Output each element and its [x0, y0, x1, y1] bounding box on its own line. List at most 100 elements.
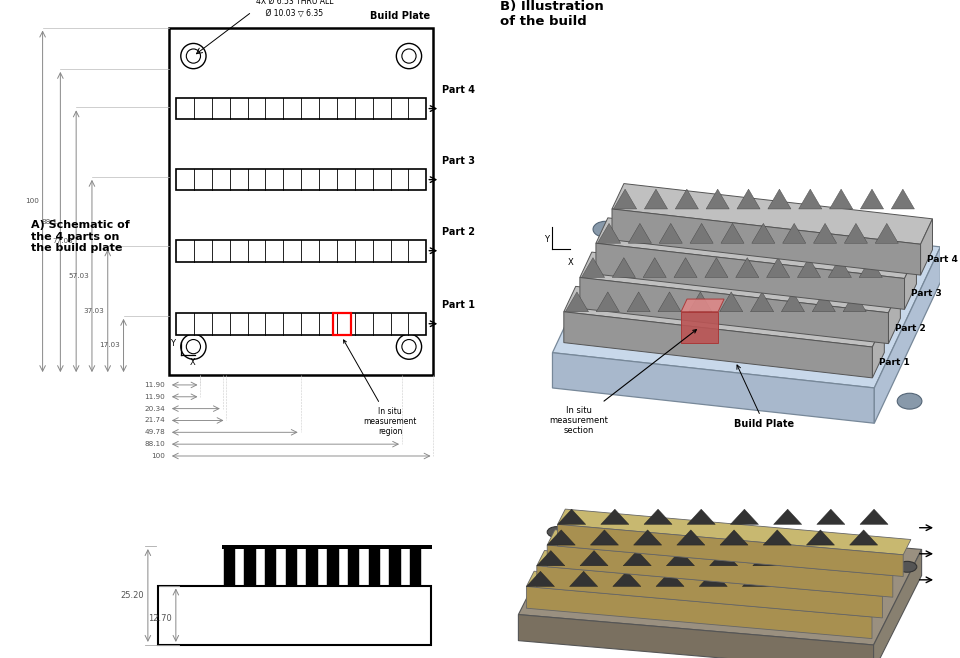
Polygon shape: [709, 551, 737, 566]
Polygon shape: [666, 551, 694, 566]
Polygon shape: [552, 353, 875, 423]
Polygon shape: [674, 258, 697, 278]
Polygon shape: [829, 189, 852, 209]
Polygon shape: [699, 571, 728, 586]
Polygon shape: [859, 258, 882, 278]
Text: In situ
measurement
section: In situ measurement section: [549, 330, 696, 436]
Text: Y: Y: [543, 236, 549, 245]
Polygon shape: [687, 509, 715, 524]
Polygon shape: [799, 189, 822, 209]
Polygon shape: [547, 545, 893, 597]
Polygon shape: [817, 509, 845, 524]
Polygon shape: [721, 223, 744, 243]
Polygon shape: [590, 530, 618, 545]
Polygon shape: [845, 223, 868, 243]
Polygon shape: [552, 212, 941, 388]
Ellipse shape: [898, 561, 917, 572]
Polygon shape: [874, 549, 922, 658]
Polygon shape: [643, 258, 666, 278]
Bar: [169, 28, 434, 375]
Text: Ø 10.03 ▽ 6.35: Ø 10.03 ▽ 6.35: [255, 9, 323, 18]
Polygon shape: [580, 551, 608, 566]
Polygon shape: [828, 258, 852, 278]
Polygon shape: [767, 258, 790, 278]
Polygon shape: [596, 218, 917, 278]
Text: 100: 100: [151, 453, 165, 459]
Polygon shape: [860, 189, 883, 209]
Text: 77.03: 77.03: [52, 238, 73, 244]
Polygon shape: [634, 530, 661, 545]
Polygon shape: [828, 571, 857, 586]
Polygon shape: [774, 509, 802, 524]
Polygon shape: [644, 509, 672, 524]
Polygon shape: [888, 288, 900, 343]
Polygon shape: [596, 292, 619, 312]
Polygon shape: [569, 571, 598, 586]
Text: 21.74: 21.74: [144, 417, 165, 424]
Polygon shape: [613, 189, 636, 209]
Polygon shape: [526, 571, 555, 586]
Polygon shape: [286, 549, 298, 586]
Text: X: X: [568, 257, 574, 266]
Text: 20.34: 20.34: [144, 405, 165, 412]
Polygon shape: [737, 189, 760, 209]
Text: X: X: [189, 358, 195, 367]
Bar: [157, 586, 431, 645]
Polygon shape: [348, 549, 359, 586]
Polygon shape: [564, 286, 884, 347]
Polygon shape: [753, 551, 780, 566]
Polygon shape: [785, 571, 814, 586]
Text: Part 4: Part 4: [927, 255, 958, 264]
Polygon shape: [306, 549, 318, 586]
Polygon shape: [537, 551, 890, 596]
Polygon shape: [537, 566, 882, 618]
Text: 100: 100: [26, 198, 39, 205]
Bar: [222, 545, 432, 549]
Polygon shape: [904, 253, 917, 309]
Text: Part 2: Part 2: [895, 324, 925, 333]
Polygon shape: [850, 530, 877, 545]
Bar: [176, 168, 426, 191]
Polygon shape: [813, 223, 836, 243]
Polygon shape: [752, 223, 775, 243]
Polygon shape: [720, 530, 748, 545]
Text: 57.03: 57.03: [68, 273, 88, 279]
Text: 25.20: 25.20: [120, 591, 144, 600]
Text: B) Illustration
of the build: B) Illustration of the build: [499, 0, 603, 28]
Polygon shape: [677, 530, 705, 545]
Polygon shape: [564, 312, 873, 378]
Polygon shape: [921, 219, 932, 275]
Polygon shape: [580, 278, 888, 343]
Polygon shape: [627, 292, 650, 312]
Polygon shape: [731, 509, 758, 524]
Polygon shape: [597, 223, 620, 243]
Polygon shape: [612, 184, 932, 244]
Text: 11.90: 11.90: [144, 382, 165, 388]
Text: Part 3: Part 3: [911, 290, 942, 299]
Polygon shape: [720, 292, 743, 312]
Polygon shape: [742, 571, 771, 586]
Polygon shape: [812, 292, 835, 312]
Polygon shape: [327, 549, 339, 586]
Text: 49.78: 49.78: [144, 429, 165, 436]
Polygon shape: [547, 530, 900, 576]
Polygon shape: [612, 209, 921, 275]
Polygon shape: [891, 189, 915, 209]
Polygon shape: [860, 509, 888, 524]
Polygon shape: [224, 549, 235, 586]
Polygon shape: [526, 586, 872, 639]
Ellipse shape: [593, 221, 617, 237]
Text: Part 1: Part 1: [879, 358, 910, 367]
Polygon shape: [629, 223, 652, 243]
Polygon shape: [582, 258, 605, 278]
Polygon shape: [580, 252, 900, 313]
Polygon shape: [369, 549, 380, 586]
Polygon shape: [623, 551, 651, 566]
Polygon shape: [735, 258, 758, 278]
Text: Part 1: Part 1: [443, 300, 475, 310]
Polygon shape: [410, 549, 421, 586]
Polygon shape: [612, 258, 636, 278]
Polygon shape: [547, 530, 575, 545]
Text: Build Plate: Build Plate: [371, 11, 430, 20]
Polygon shape: [768, 189, 791, 209]
